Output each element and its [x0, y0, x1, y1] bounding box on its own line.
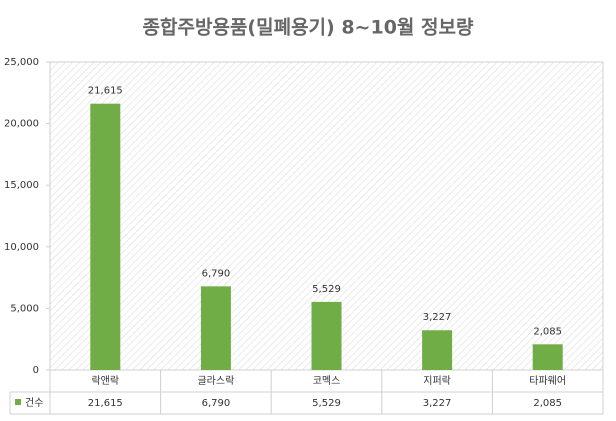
bar: [422, 330, 453, 370]
x-tick-label: 락앤락: [91, 375, 119, 387]
table-value: 2,085: [533, 398, 562, 409]
table-value: 6,790: [202, 398, 231, 409]
data-label: 21,615: [88, 86, 123, 97]
x-tick-label: 코멕스: [313, 375, 341, 387]
bar: [200, 286, 231, 370]
bar: [532, 344, 563, 370]
table-value: 21,615: [88, 398, 123, 409]
x-tick-label: 글라스락: [197, 375, 234, 387]
data-label: 3,227: [423, 312, 452, 323]
y-tick-label: 10,000: [4, 242, 39, 253]
bar: [90, 103, 121, 371]
bar: [311, 301, 342, 370]
data-label: 6,790: [202, 268, 231, 279]
table-value: 3,227: [423, 398, 452, 409]
y-tick-label: 15,000: [4, 180, 39, 191]
y-tick-label: 20,000: [4, 119, 39, 130]
legend-key: [15, 399, 21, 405]
data-label: 5,529: [312, 284, 341, 295]
data-label: 2,085: [533, 326, 562, 337]
x-tick-label: 지퍼락: [423, 375, 451, 387]
x-tick-label: 타파웨어: [529, 375, 566, 387]
y-tick-label: 25,000: [4, 57, 39, 68]
y-tick-label: 5,000: [10, 303, 39, 314]
table-value: 5,529: [312, 398, 341, 409]
legend-label: 건수: [25, 397, 43, 409]
chart-title: 종합주방용품(밀폐용기) 8~10월 정보량: [143, 17, 474, 39]
y-tick-label: 0: [33, 365, 39, 376]
